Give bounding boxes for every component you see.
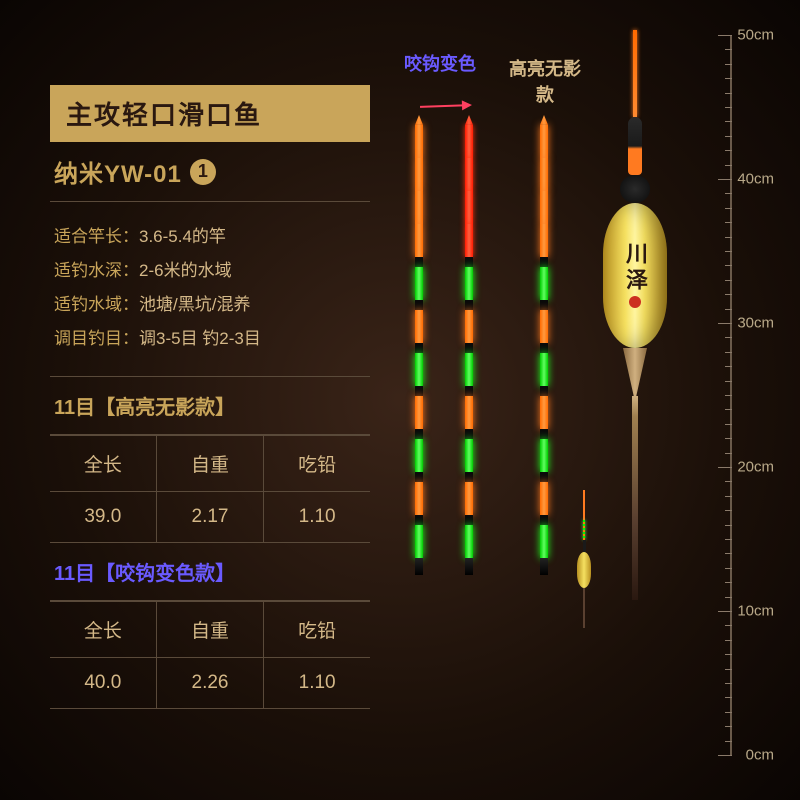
info-panel: 主攻轻口滑口鱼 纳米YW-01 1 适合竿长：3.6-5.4的竿 适钓水深：2-… [50,85,370,709]
col-length: 全长 [50,602,156,658]
float-antenna [633,30,637,117]
float-cone [623,348,647,396]
variant-b-header: 11目【咬钩变色款】 [50,543,370,601]
variant-a-header: 11目【高亮无影款】 [50,377,370,435]
cell: 39.0 [50,492,156,543]
float-joint [620,175,650,202]
float-stick-3 [540,115,548,575]
col-weight: 自重 [156,602,264,658]
col-lead: 吃铅 [264,602,370,658]
ruler-tick-label: 30cm [737,315,774,332]
ruler-tick-label: 0cm [746,747,774,764]
spec-line: 适合竿长：3.6-5.4的竿 [54,220,366,254]
model-number-badge: 1 [190,159,216,185]
variant-a-table: 全长自重吃铅 39.02.171.10 [50,435,370,543]
float-stick-1 [415,115,423,575]
specs-block: 适合竿长：3.6-5.4的竿 适钓水深：2-6米的水域 适钓水域：池塘/黑坑/混… [50,202,370,377]
arrow-icon [420,104,470,108]
col-weight: 自重 [156,436,264,492]
spec-line: 调目钓目：调3-5目 钓2-3目 [54,322,366,356]
variant-b-table: 全长自重吃铅 40.02.261.10 [50,601,370,709]
cell: 1.10 [264,492,370,543]
model-row: 纳米YW-01 1 [50,142,370,202]
cell: 40.0 [50,658,156,709]
title-banner: 主攻轻口滑口鱼 [50,85,370,142]
float-bulb: 川泽 [603,203,667,348]
label-high-bright: 高亮无影款 [505,55,585,107]
ruler-tick-label: 50cm [737,27,774,44]
float-brand-text: 川泽 [619,242,651,294]
cell: 2.17 [156,492,264,543]
float-stick-2 [465,115,473,575]
label-bite-color-change: 咬钩变色 [400,50,480,76]
float-seal-icon [629,296,641,308]
spec-line: 适钓水深：2-6米的水域 [54,254,366,288]
float-small [576,490,592,630]
ruler-tick-label: 10cm [737,603,774,620]
cell: 2.26 [156,658,264,709]
cell: 1.10 [264,658,370,709]
float-stem [632,396,638,600]
ruler-tick-label: 40cm [737,171,774,188]
ruler-tick-label: 20cm [737,459,774,476]
float-large: 川泽 [600,30,670,600]
spec-line: 适钓水域：池塘/黑坑/混养 [54,288,366,322]
model-label: 纳米YW-01 [54,154,182,189]
ruler: 0cm10cm20cm30cm40cm50cm [720,35,780,755]
float-neck [628,117,642,175]
col-lead: 吃铅 [264,436,370,492]
col-length: 全长 [50,436,156,492]
